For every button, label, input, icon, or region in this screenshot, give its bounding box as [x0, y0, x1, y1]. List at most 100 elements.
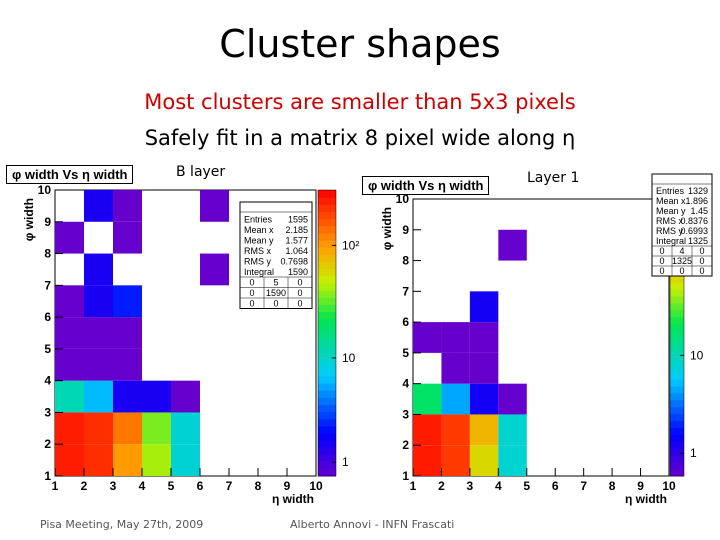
stats-value: 0.6993: [680, 226, 708, 236]
color-scale-step: [318, 225, 336, 234]
heatmap-cell: [113, 285, 142, 318]
z-tick-label: 1: [690, 446, 697, 460]
color-scale-step: [670, 385, 684, 394]
color-scale-step: [670, 434, 684, 442]
stats-value: 1590: [288, 267, 308, 277]
color-scale-step: [670, 406, 684, 415]
x-tick-label: 1: [410, 479, 417, 493]
color-scale-step: [318, 275, 336, 284]
z-tick-label: 1: [342, 455, 349, 469]
color-scale-step: [670, 316, 684, 325]
stats-grid-cell: 1325: [672, 256, 692, 266]
x-tick-label: 6: [197, 479, 204, 493]
stats-label: Mean y: [656, 206, 686, 216]
y-tick-label: 9: [402, 223, 409, 237]
heatmap-cell: [498, 445, 527, 476]
color-scale-step: [318, 447, 336, 456]
x-tick-label: 1: [52, 479, 59, 493]
color-scale-step: [670, 337, 684, 345]
color-scale-step: [318, 375, 336, 384]
y-tick-label: 4: [402, 377, 409, 391]
x-tick-label: 6: [552, 479, 559, 493]
color-scale-step: [318, 211, 336, 220]
color-scale-step: [670, 399, 684, 408]
heatmap-cell: [113, 190, 142, 222]
stats-grid-cell: 0: [659, 266, 664, 276]
stats-grid-cell: 0: [249, 278, 254, 288]
panel-label-layer-1: Layer 1: [527, 170, 580, 186]
heatmap-cell: [84, 285, 113, 318]
color-scale-step: [670, 427, 684, 435]
heatmap-cell: [469, 291, 499, 323]
heatmap-cell: [498, 383, 527, 415]
y-axis-label: φ width: [22, 198, 36, 241]
color-scale-step: [318, 368, 336, 377]
heatmap-cell: [55, 380, 84, 413]
stats-label: Mean x: [656, 196, 686, 206]
y-tick-label: 8: [44, 247, 51, 261]
stats-grid-cell: 0: [699, 266, 704, 276]
heatmap-cell: [413, 322, 442, 353]
heatmap-cell: [413, 383, 442, 415]
stats-value: 1325: [688, 236, 708, 246]
color-scale-step: [670, 455, 684, 463]
x-tick-label: 3: [467, 479, 474, 493]
heatmap-cell: [441, 445, 470, 476]
color-scale-step: [318, 411, 336, 420]
heatmap-cell: [441, 352, 470, 384]
heatmap-cell: [113, 317, 142, 349]
color-scale-step: [318, 232, 336, 241]
stats-value: 1329: [688, 186, 708, 196]
hist-title-layer-1: φ width Vs η width: [362, 176, 490, 195]
stats-label: RMS y: [656, 226, 684, 236]
color-scale-step: [670, 351, 684, 359]
heatmap-cell: [113, 221, 142, 254]
heatmap-cell: [84, 412, 113, 445]
stats-label: Integral: [244, 267, 274, 277]
color-scale-step: [670, 462, 684, 470]
color-scale-step: [318, 425, 336, 434]
color-scale-step: [670, 413, 684, 422]
heatmap-cell: [55, 221, 84, 254]
stats-label: RMS x: [244, 246, 272, 256]
stats-grid-cell: 0: [699, 256, 704, 266]
color-scale-step: [318, 254, 336, 262]
y-tick-label: 3: [402, 407, 409, 421]
color-scale-step: [318, 297, 336, 305]
stats-value: 1.896: [685, 196, 708, 206]
color-scale-step: [318, 190, 336, 198]
x-tick-label: 7: [226, 479, 233, 493]
y-tick-label: 2: [44, 437, 51, 451]
heatmap-cell: [55, 412, 84, 445]
x-tick-label: 3: [110, 479, 117, 493]
x-tick-label: 9: [284, 479, 291, 493]
y-tick-label: 10: [38, 183, 52, 197]
y-tick-label: 8: [402, 254, 409, 268]
y-tick-label: 6: [402, 315, 409, 329]
x-tick-label: 5: [168, 479, 175, 493]
heatmap-cell: [469, 322, 499, 353]
y-tick-label: 1: [402, 469, 409, 483]
stats-grid-cell: 0: [679, 266, 684, 276]
color-scale-step: [670, 441, 684, 449]
x-tick-label: 2: [438, 479, 445, 493]
x-axis-label: η width: [625, 492, 667, 506]
stats-value: 1.577: [285, 236, 308, 246]
subtitle-line-1: Most clusters are smaller than 5x3 pixel…: [144, 90, 576, 114]
color-scale-step: [670, 448, 684, 456]
stats-label: Entries: [244, 215, 273, 225]
stats-grid-cell: 0: [297, 299, 302, 309]
x-tick-label: 7: [580, 479, 587, 493]
y-tick-label: 5: [44, 342, 51, 356]
x-tick-label: 5: [523, 479, 530, 493]
panel-label-b-layer: B layer: [176, 164, 226, 180]
x-axis-label: η width: [272, 492, 314, 506]
color-scale-step: [670, 295, 684, 304]
heatmap-cell: [55, 317, 84, 349]
heatmap-cell: [441, 383, 470, 415]
heatmap-cell: [469, 445, 499, 476]
heatmap-cell: [113, 380, 142, 413]
x-tick-label: 8: [255, 479, 262, 493]
color-scale-step: [318, 461, 336, 470]
stats-label: Integral: [656, 236, 686, 246]
